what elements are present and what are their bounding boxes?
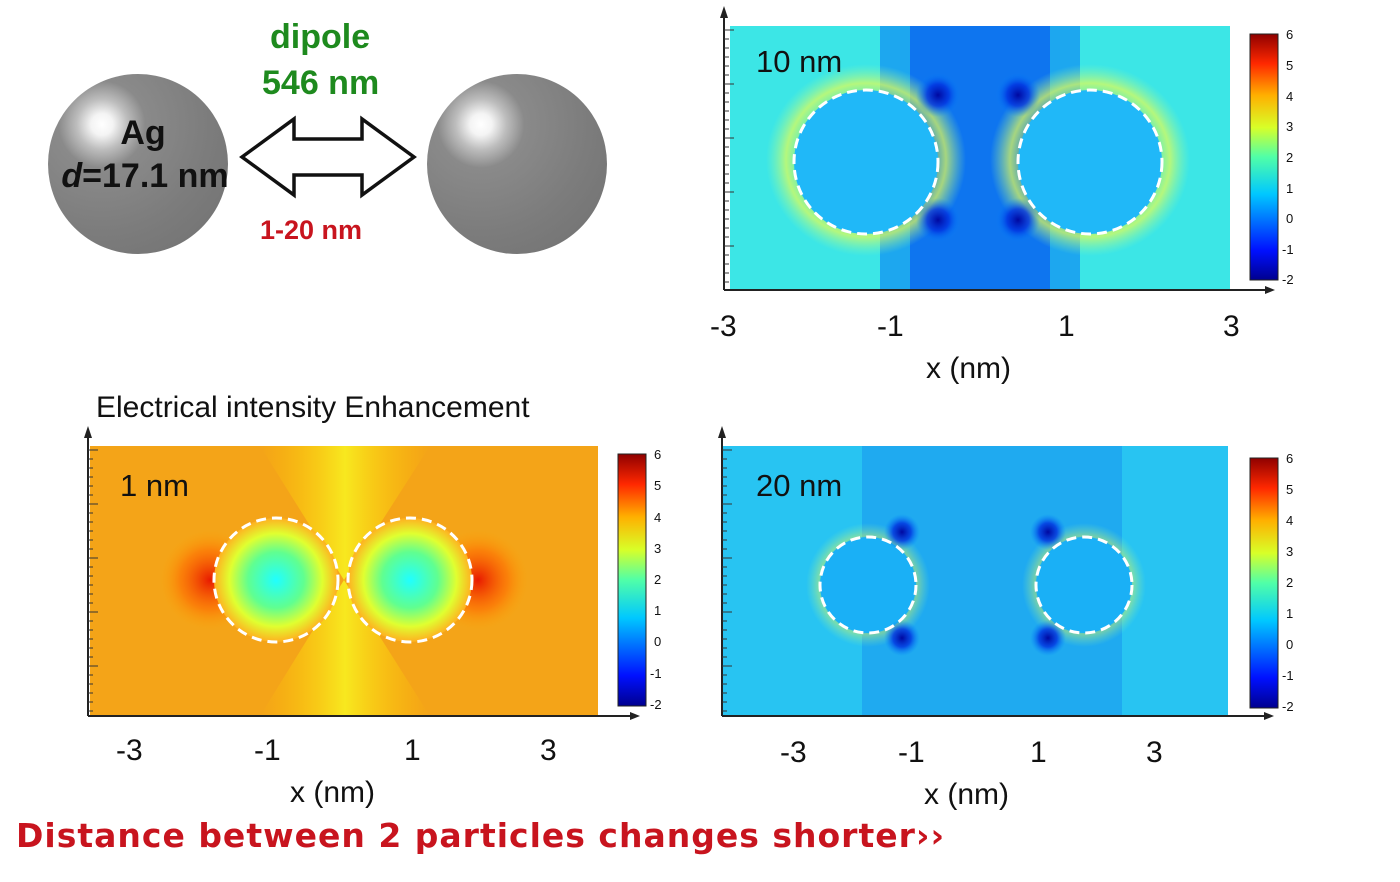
cb-tick: 3 — [1286, 119, 1294, 134]
particle-label-text: Ag — [120, 114, 166, 152]
cb-tick: 6 — [1286, 451, 1294, 466]
x-tick: 3 — [540, 734, 557, 767]
x-tick: -1 — [898, 736, 925, 769]
particle-label: Ag — [88, 112, 198, 154]
x-tick: -3 — [116, 734, 143, 767]
cb-tick: 4 — [654, 510, 662, 525]
diameter-symbol: d — [61, 157, 83, 195]
cb-tick: 5 — [654, 478, 662, 493]
x-tick: -3 — [780, 736, 807, 769]
cb-tick: 0 — [654, 634, 662, 649]
heatmap-1nm — [84, 426, 640, 720]
cb-tick: 3 — [654, 541, 662, 556]
cb-tick: -2 — [1282, 699, 1294, 714]
panel-label-10nm: 10 nm — [756, 44, 843, 79]
x-tick: -1 — [254, 734, 281, 767]
x-tick: 1 — [404, 734, 421, 767]
x-axis-label: x (nm) — [924, 778, 1009, 811]
cb-tick: 5 — [1286, 58, 1294, 73]
cb-tick: 2 — [1286, 150, 1294, 165]
cb-tick: -1 — [650, 666, 662, 681]
diameter-label-text: d=17.1 nm — [61, 157, 229, 195]
colorbar-1nm — [617, 453, 647, 707]
cb-tick: 1 — [1286, 181, 1294, 196]
cb-tick: 1 — [654, 603, 662, 618]
cb-tick: -1 — [1282, 242, 1294, 257]
colorbar-20nm — [1249, 457, 1279, 709]
cb-tick: 2 — [1286, 575, 1294, 590]
cb-tick: 1 — [1286, 606, 1294, 621]
double-arrow-icon — [239, 115, 417, 199]
x-tick: 3 — [1223, 310, 1240, 343]
x-tick: 1 — [1058, 310, 1075, 343]
cb-tick: 4 — [1286, 513, 1294, 528]
cb-tick: -2 — [650, 697, 662, 712]
silver-particle-left — [48, 74, 228, 254]
cb-tick: 3 — [1286, 544, 1294, 559]
x-axis-label: x (nm) — [290, 776, 375, 809]
colorbar-10nm — [1249, 33, 1279, 281]
cb-tick: 5 — [1286, 482, 1294, 497]
cb-tick: 6 — [654, 447, 662, 462]
cb-tick: 0 — [1286, 637, 1294, 652]
cb-tick: -1 — [1282, 668, 1294, 683]
heatmap-10nm — [720, 6, 1275, 294]
panel-label-1nm: 1 nm — [120, 468, 189, 503]
cb-tick: -2 — [1282, 272, 1294, 287]
x-axis-label: x (nm) — [926, 352, 1011, 385]
diameter-label: d=17.1 nm — [40, 155, 250, 197]
bottom-note: Distance between 2 particles changes sho… — [16, 816, 946, 855]
cb-tick: 2 — [654, 572, 662, 587]
x-tick: 1 — [1030, 736, 1047, 769]
x-tick: -3 — [710, 310, 737, 343]
cb-tick: 0 — [1286, 211, 1294, 226]
panel-label-20nm: 20 nm — [756, 468, 843, 503]
wavelength-label: 546 nm — [262, 64, 380, 102]
heatmap-20nm — [718, 426, 1274, 720]
x-tick: 3 — [1146, 736, 1163, 769]
silver-particle-right — [427, 74, 607, 254]
cb-tick: 4 — [1286, 89, 1294, 104]
cb-tick: 6 — [1286, 27, 1294, 42]
gap-label: 1-20 nm — [260, 215, 363, 245]
x-tick: -1 — [877, 310, 904, 343]
mode-label: dipole — [270, 18, 371, 56]
section-title: Electrical intensity Enhancement — [96, 391, 530, 424]
